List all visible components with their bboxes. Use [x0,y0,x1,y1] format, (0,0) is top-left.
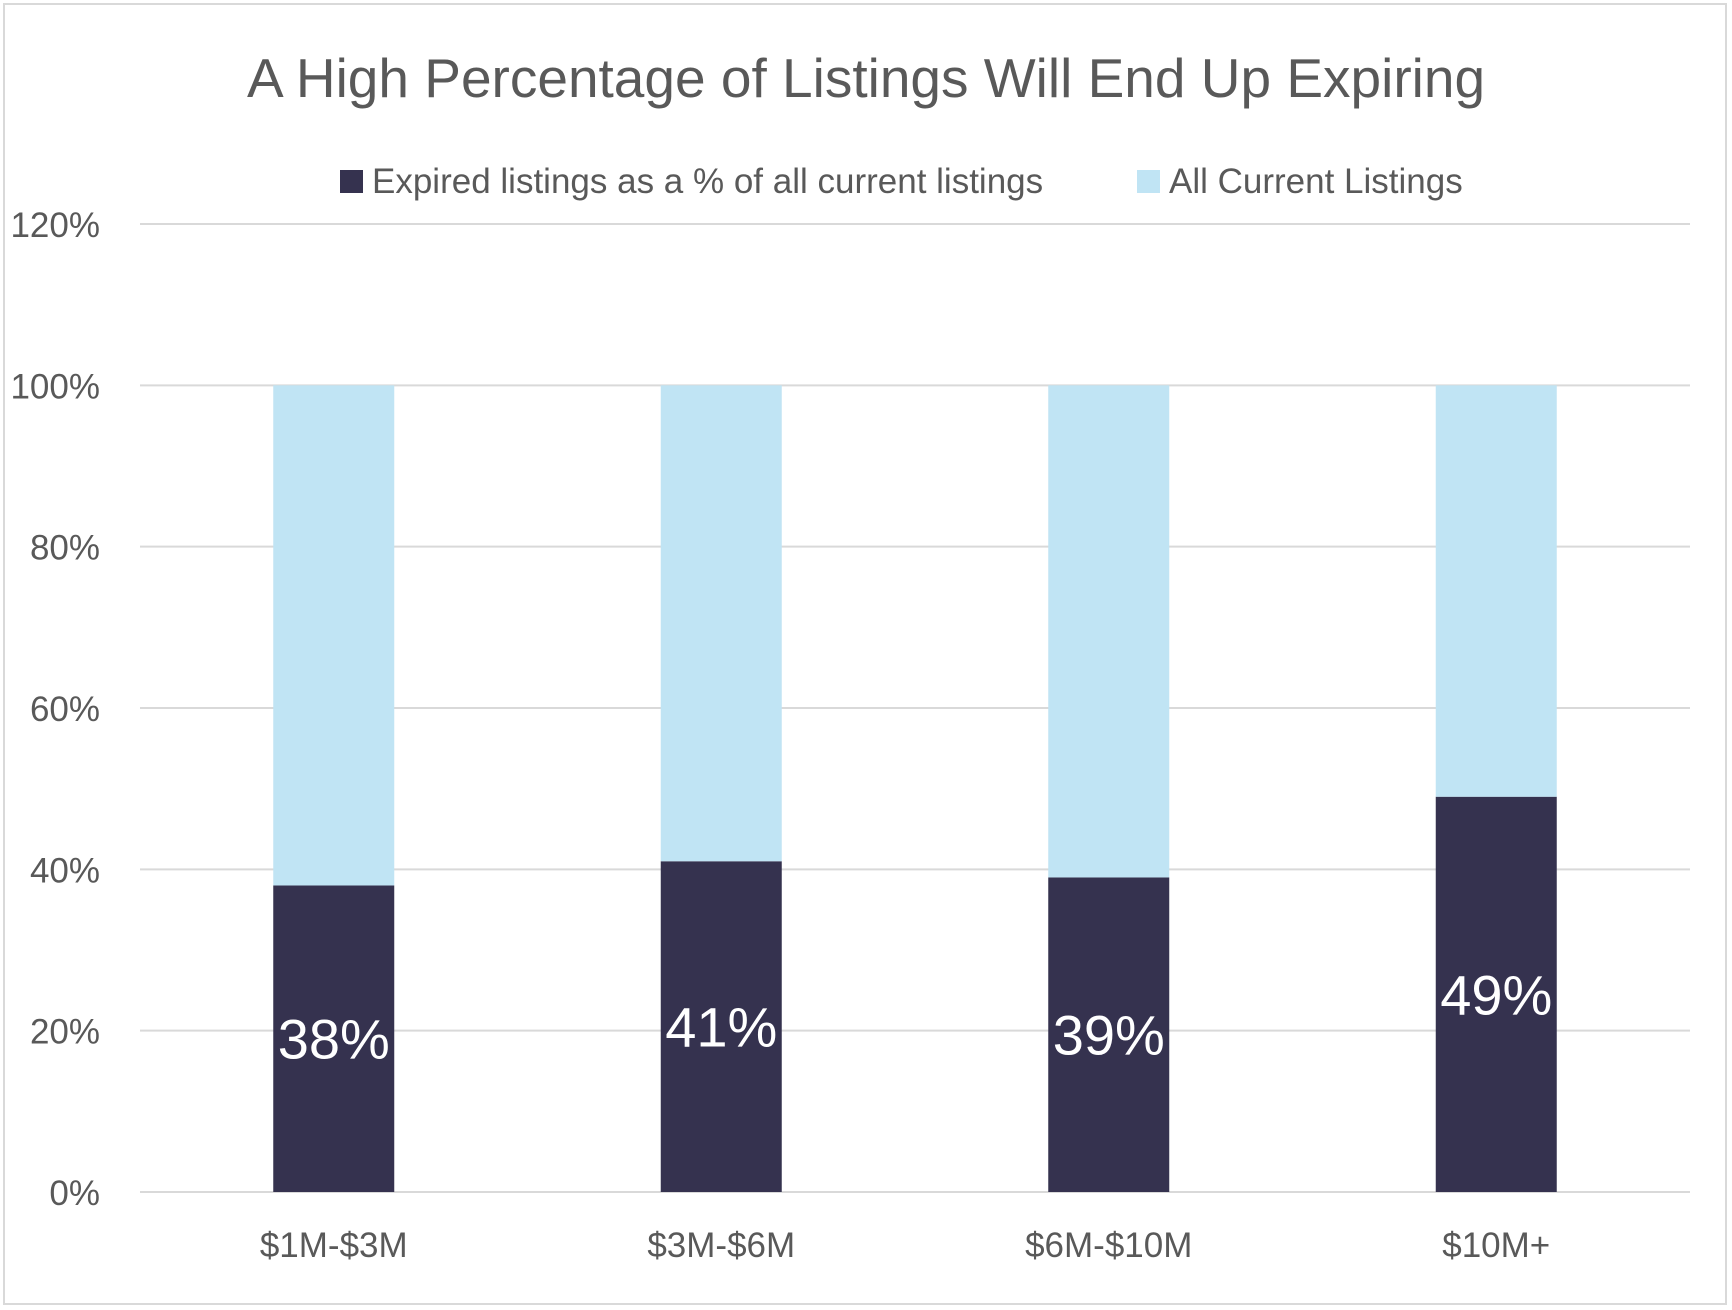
data-label: 38% [278,1008,390,1071]
bar-expired [1435,796,1557,1192]
x-tick-label: $6M-$10M [1025,1226,1192,1265]
y-tick-label: 120% [10,206,100,245]
x-tick-label: $10M+ [1442,1226,1550,1265]
y-tick-label: 100% [10,367,100,406]
data-labels: 38% 41% 39% 49% [278,963,1553,1070]
data-label: 49% [1440,963,1552,1026]
chart-title: A High Percentage of Listings Will End U… [247,47,1485,109]
legend-swatch-all-current [1137,170,1160,193]
legend-label-all-current: All Current Listings [1169,162,1463,201]
bar-expired [660,861,782,1192]
legend-label-expired: Expired listings as a % of all current l… [372,162,1043,201]
bar-all-current [273,385,395,886]
bars [273,385,1557,1192]
y-tick-label: 80% [30,529,100,568]
bar-all-current [660,385,782,862]
bar-expired [273,885,395,1192]
bar-expired [1048,877,1170,1192]
x-axis: $1M-$3M $3M-$6M $6M-$10M $10M+ [260,1226,1550,1265]
y-axis: 0% 20% 40% 60% 80% 100% 120% [10,206,100,1213]
bar-all-current [1435,385,1557,797]
x-tick-label: $1M-$3M [260,1226,408,1265]
y-tick-label: 20% [30,1013,100,1052]
y-tick-label: 60% [30,690,100,729]
bar-all-current [1048,385,1170,878]
data-label: 39% [1053,1004,1165,1067]
legend: Expired listings as a % of all current l… [340,162,1463,201]
y-tick-label: 40% [30,851,100,890]
legend-swatch-expired [340,170,363,193]
gridlines [140,223,1690,1193]
data-label: 41% [665,996,777,1059]
x-tick-label: $3M-$6M [647,1226,795,1265]
y-tick-label: 0% [49,1174,100,1213]
